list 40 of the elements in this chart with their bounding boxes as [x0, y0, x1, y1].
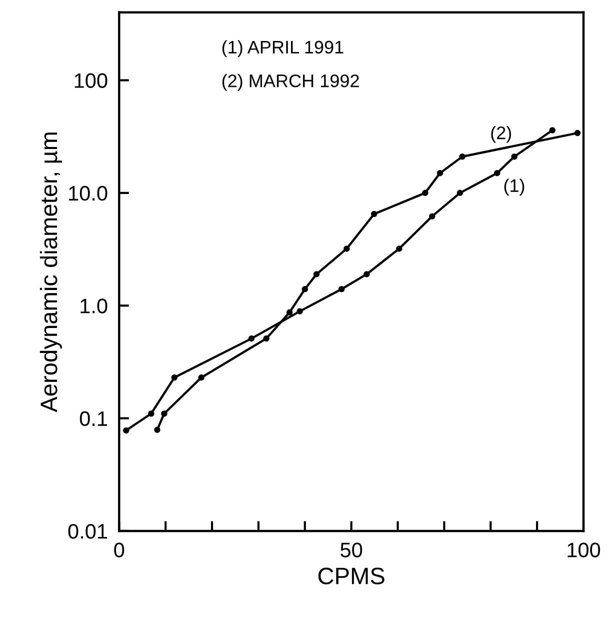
- annotation: (1) APRIL 1991: [222, 40, 344, 58]
- point: [148, 410, 154, 417]
- point: [396, 246, 402, 252]
- point: [574, 130, 581, 136]
- series-label: (2): [491, 126, 512, 143]
- point: [248, 335, 255, 342]
- y-tick-label: 1.0: [80, 298, 108, 314]
- point: [436, 170, 444, 176]
- point: [286, 309, 293, 316]
- x-axis-title: CPMS: [318, 568, 384, 584]
- x-tick-label: 0: [114, 542, 124, 558]
- series-label: (1): [504, 178, 524, 196]
- point: [456, 190, 464, 196]
- point: [338, 286, 345, 292]
- point: [263, 335, 270, 342]
- y-tick-label: 10.0: [69, 186, 108, 201]
- point: [429, 213, 436, 220]
- y-tick-label: 0.01: [68, 524, 108, 539]
- point: [198, 374, 204, 381]
- point: [302, 286, 308, 292]
- x-tick-label: 100: [568, 542, 600, 558]
- point: [422, 190, 428, 196]
- point: [296, 308, 303, 314]
- point: [122, 427, 130, 434]
- point: [161, 410, 168, 417]
- annotation: (2) MARCH 1992: [222, 74, 359, 91]
- point: [364, 271, 370, 278]
- y-tick-label: 100: [74, 73, 108, 88]
- point: [494, 170, 500, 176]
- point: [154, 426, 160, 433]
- point: [459, 154, 466, 160]
- point: [344, 246, 350, 252]
- point: [171, 374, 178, 381]
- y-tick-label: 0.1: [80, 411, 108, 426]
- point: [549, 127, 556, 134]
- point: [511, 154, 518, 160]
- x-tick-label: 50: [340, 542, 362, 558]
- y-axis-title: Aerodynamic diameter, µm: [40, 132, 62, 412]
- point: [313, 271, 320, 278]
- point: [370, 210, 378, 218]
